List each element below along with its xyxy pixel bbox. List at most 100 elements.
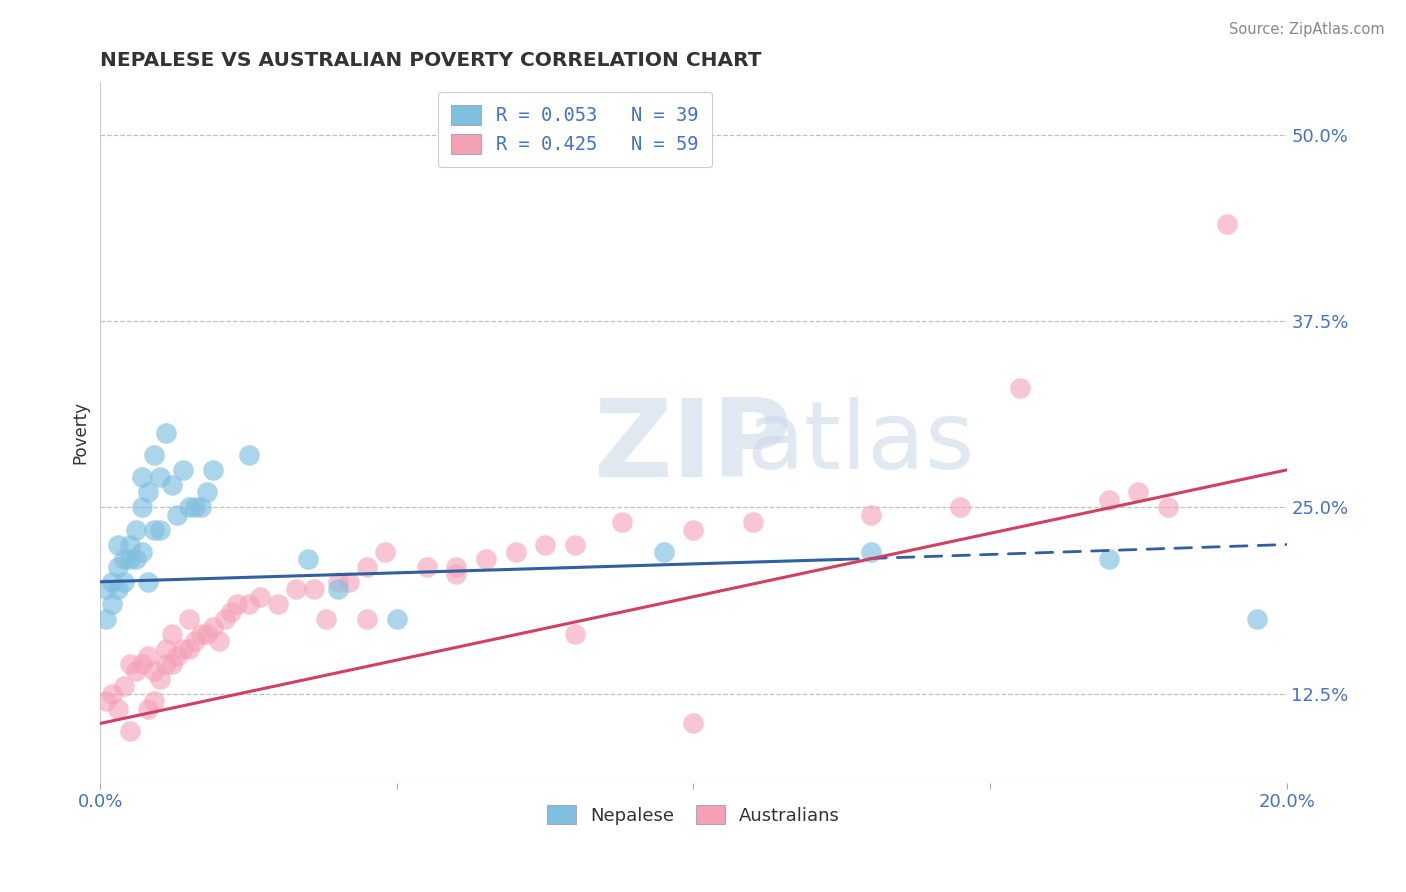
Point — [118, 723, 141, 738]
Point — [160, 478, 183, 492]
Point — [1216, 217, 1239, 231]
Point — [195, 627, 218, 641]
Point — [1246, 612, 1268, 626]
Point — [326, 574, 349, 589]
Point — [166, 649, 188, 664]
Point — [184, 500, 207, 515]
Point — [179, 500, 201, 515]
Point — [125, 665, 148, 679]
Point — [172, 641, 194, 656]
Point — [505, 545, 527, 559]
Point — [285, 582, 308, 597]
Point — [741, 515, 763, 529]
Point — [155, 425, 177, 440]
Point — [195, 485, 218, 500]
Point — [1098, 492, 1121, 507]
Point — [315, 612, 337, 626]
Point — [356, 612, 378, 626]
Text: Source: ZipAtlas.com: Source: ZipAtlas.com — [1229, 22, 1385, 37]
Point — [564, 627, 586, 641]
Point — [682, 523, 704, 537]
Point — [160, 657, 183, 671]
Point — [160, 627, 183, 641]
Point — [131, 657, 153, 671]
Point — [1157, 500, 1180, 515]
Text: ZIP: ZIP — [593, 393, 792, 500]
Point — [101, 574, 124, 589]
Point — [202, 463, 225, 477]
Point — [107, 701, 129, 715]
Point — [249, 590, 271, 604]
Point — [214, 612, 236, 626]
Point — [101, 597, 124, 611]
Point — [142, 448, 165, 462]
Point — [190, 500, 212, 515]
Point — [149, 470, 172, 484]
Point — [172, 463, 194, 477]
Point — [682, 716, 704, 731]
Point — [179, 612, 201, 626]
Point — [860, 545, 883, 559]
Point — [142, 523, 165, 537]
Text: NEPALESE VS AUSTRALIAN POVERTY CORRELATION CHART: NEPALESE VS AUSTRALIAN POVERTY CORRELATI… — [100, 51, 762, 70]
Point — [179, 641, 201, 656]
Point — [208, 634, 231, 648]
Point — [142, 665, 165, 679]
Point — [149, 523, 172, 537]
Point — [238, 448, 260, 462]
Point — [184, 634, 207, 648]
Point — [125, 552, 148, 566]
Y-axis label: Poverty: Poverty — [72, 401, 89, 464]
Text: atlas: atlas — [747, 397, 976, 489]
Point — [131, 545, 153, 559]
Point — [142, 694, 165, 708]
Point — [136, 485, 159, 500]
Point — [155, 657, 177, 671]
Point — [564, 537, 586, 551]
Point — [125, 523, 148, 537]
Point — [112, 574, 135, 589]
Point — [112, 552, 135, 566]
Point — [136, 574, 159, 589]
Point — [612, 515, 634, 529]
Point — [339, 574, 361, 589]
Point — [118, 552, 141, 566]
Point — [155, 641, 177, 656]
Point — [860, 508, 883, 522]
Point — [374, 545, 396, 559]
Point — [149, 672, 172, 686]
Point — [949, 500, 972, 515]
Point — [534, 537, 557, 551]
Point — [107, 537, 129, 551]
Point — [444, 567, 467, 582]
Point — [326, 582, 349, 597]
Point — [190, 627, 212, 641]
Point — [238, 597, 260, 611]
Point — [107, 582, 129, 597]
Point — [202, 619, 225, 633]
Point — [107, 560, 129, 574]
Point — [96, 694, 118, 708]
Point — [131, 500, 153, 515]
Point — [101, 687, 124, 701]
Point — [96, 612, 118, 626]
Point — [415, 560, 437, 574]
Point — [1128, 485, 1150, 500]
Point — [652, 545, 675, 559]
Point — [225, 597, 247, 611]
Point — [136, 701, 159, 715]
Point — [302, 582, 325, 597]
Point — [166, 508, 188, 522]
Legend: Nepalese, Australians: Nepalese, Australians — [538, 796, 849, 834]
Point — [1098, 552, 1121, 566]
Point — [385, 612, 408, 626]
Point — [219, 605, 242, 619]
Point — [475, 552, 498, 566]
Point — [118, 537, 141, 551]
Point — [118, 657, 141, 671]
Point — [112, 679, 135, 693]
Point — [356, 560, 378, 574]
Point — [96, 582, 118, 597]
Point — [1008, 381, 1031, 395]
Point — [131, 470, 153, 484]
